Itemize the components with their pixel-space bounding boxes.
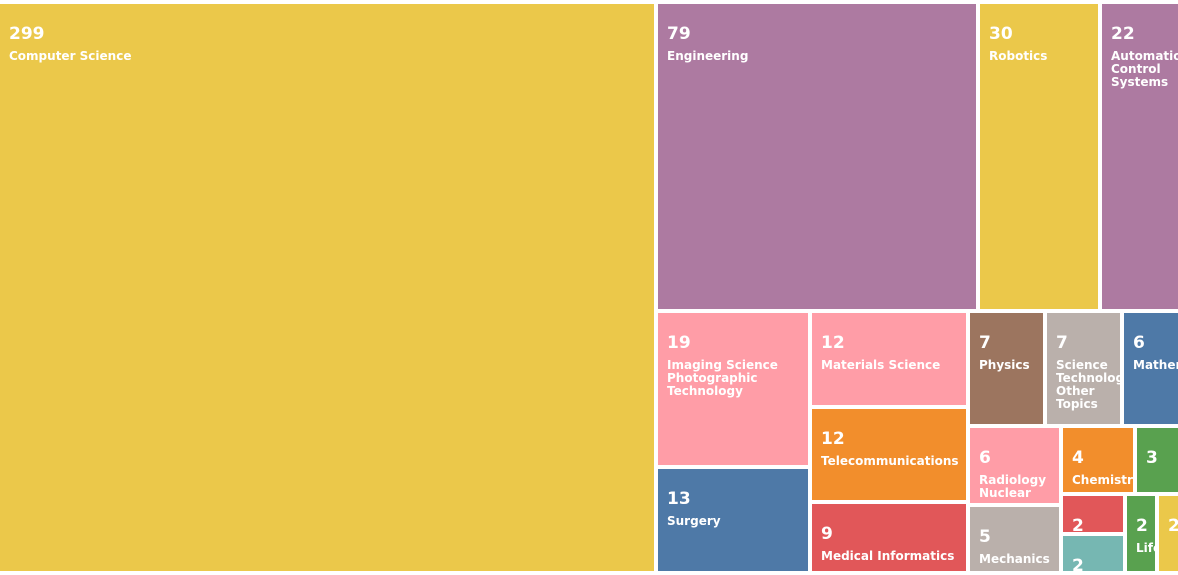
treemap-tile[interactable]: 5 Mechanics bbox=[970, 507, 1059, 571]
treemap-tile[interactable]: 7 Physics bbox=[970, 313, 1043, 424]
tile-label: Imaging Science Photographic Technology bbox=[667, 358, 778, 398]
tile-value: 2 bbox=[1168, 516, 1178, 536]
treemap-tile[interactable]: 6 Mathematics bbox=[1124, 313, 1178, 424]
tile-value: 12 bbox=[821, 333, 845, 353]
tile-value: 9 bbox=[821, 524, 833, 544]
treemap-tile[interactable]: 79 Engineering bbox=[658, 4, 976, 309]
tile-label: Medical Informatics bbox=[821, 549, 955, 563]
tile-value: 79 bbox=[667, 24, 691, 44]
tile-label: Life bbox=[1136, 541, 1155, 555]
treemap-tile[interactable]: 12 Materials Science bbox=[812, 313, 966, 405]
tile-value: 30 bbox=[989, 24, 1013, 44]
tile-label: Engineering bbox=[667, 49, 749, 63]
tile-value: 5 bbox=[979, 527, 991, 547]
tile-label: Telecommunications bbox=[821, 454, 959, 468]
tile-label: Automation Control Systems bbox=[1111, 49, 1178, 89]
tile-value: 12 bbox=[821, 429, 845, 449]
treemap-tile[interactable]: 2 bbox=[1063, 496, 1123, 532]
tile-value: 2 bbox=[1072, 556, 1084, 572]
tile-label: Chemistry bbox=[1072, 473, 1133, 487]
treemap-tile[interactable]: 4 Chemistry bbox=[1063, 428, 1133, 492]
tile-label: Science Technology Other Topics bbox=[1056, 358, 1120, 411]
treemap-tile[interactable]: 9 Medical Informatics bbox=[812, 504, 966, 571]
tile-value: 6 bbox=[979, 448, 991, 468]
tile-value: 2 bbox=[1136, 516, 1148, 536]
tile-value: 6 bbox=[1133, 333, 1145, 353]
tile-label: Mathematics bbox=[1133, 358, 1178, 372]
tile-value: 2 bbox=[1072, 516, 1084, 533]
treemap-tile[interactable]: 12 Telecommunications bbox=[812, 409, 966, 500]
treemap-tile[interactable]: 13 Surgery bbox=[658, 469, 808, 571]
tile-value: 13 bbox=[667, 489, 691, 509]
tile-value: 22 bbox=[1111, 24, 1135, 44]
tile-label: Materials Science bbox=[821, 358, 941, 372]
tile-label: Physics bbox=[979, 358, 1030, 372]
tile-label: Robotics bbox=[989, 49, 1048, 63]
treemap-tile[interactable]: 22 Automation Control Systems bbox=[1102, 4, 1178, 309]
tile-value: 19 bbox=[667, 333, 691, 353]
tile-label: Computer Science bbox=[9, 49, 132, 63]
tile-value: 4 bbox=[1072, 448, 1084, 468]
treemap-tile[interactable]: 2 bbox=[1159, 496, 1178, 571]
treemap-tile[interactable]: 30 Robotics bbox=[980, 4, 1098, 309]
tile-label: Mechanics bbox=[979, 552, 1050, 566]
treemap-tile[interactable]: 3 bbox=[1137, 428, 1178, 492]
tile-value: 3 bbox=[1146, 448, 1158, 468]
treemap-tile[interactable]: 299 Computer Science bbox=[0, 4, 654, 571]
treemap-tile[interactable]: 2 Life bbox=[1127, 496, 1155, 571]
tile-value: 7 bbox=[979, 333, 991, 353]
tile-value: 299 bbox=[9, 24, 45, 44]
tile-value: 7 bbox=[1056, 333, 1068, 353]
treemap-tile[interactable]: 7 Science Technology Other Topics bbox=[1047, 313, 1120, 424]
tile-label: Surgery bbox=[667, 514, 721, 528]
treemap-tile[interactable]: 2 bbox=[1063, 536, 1123, 571]
tile-label: Radiology Nuclear bbox=[979, 473, 1047, 500]
treemap-tile[interactable]: 19 Imaging Science Photographic Technolog… bbox=[658, 313, 808, 465]
treemap-tile[interactable]: 6 Radiology Nuclear bbox=[970, 428, 1059, 503]
